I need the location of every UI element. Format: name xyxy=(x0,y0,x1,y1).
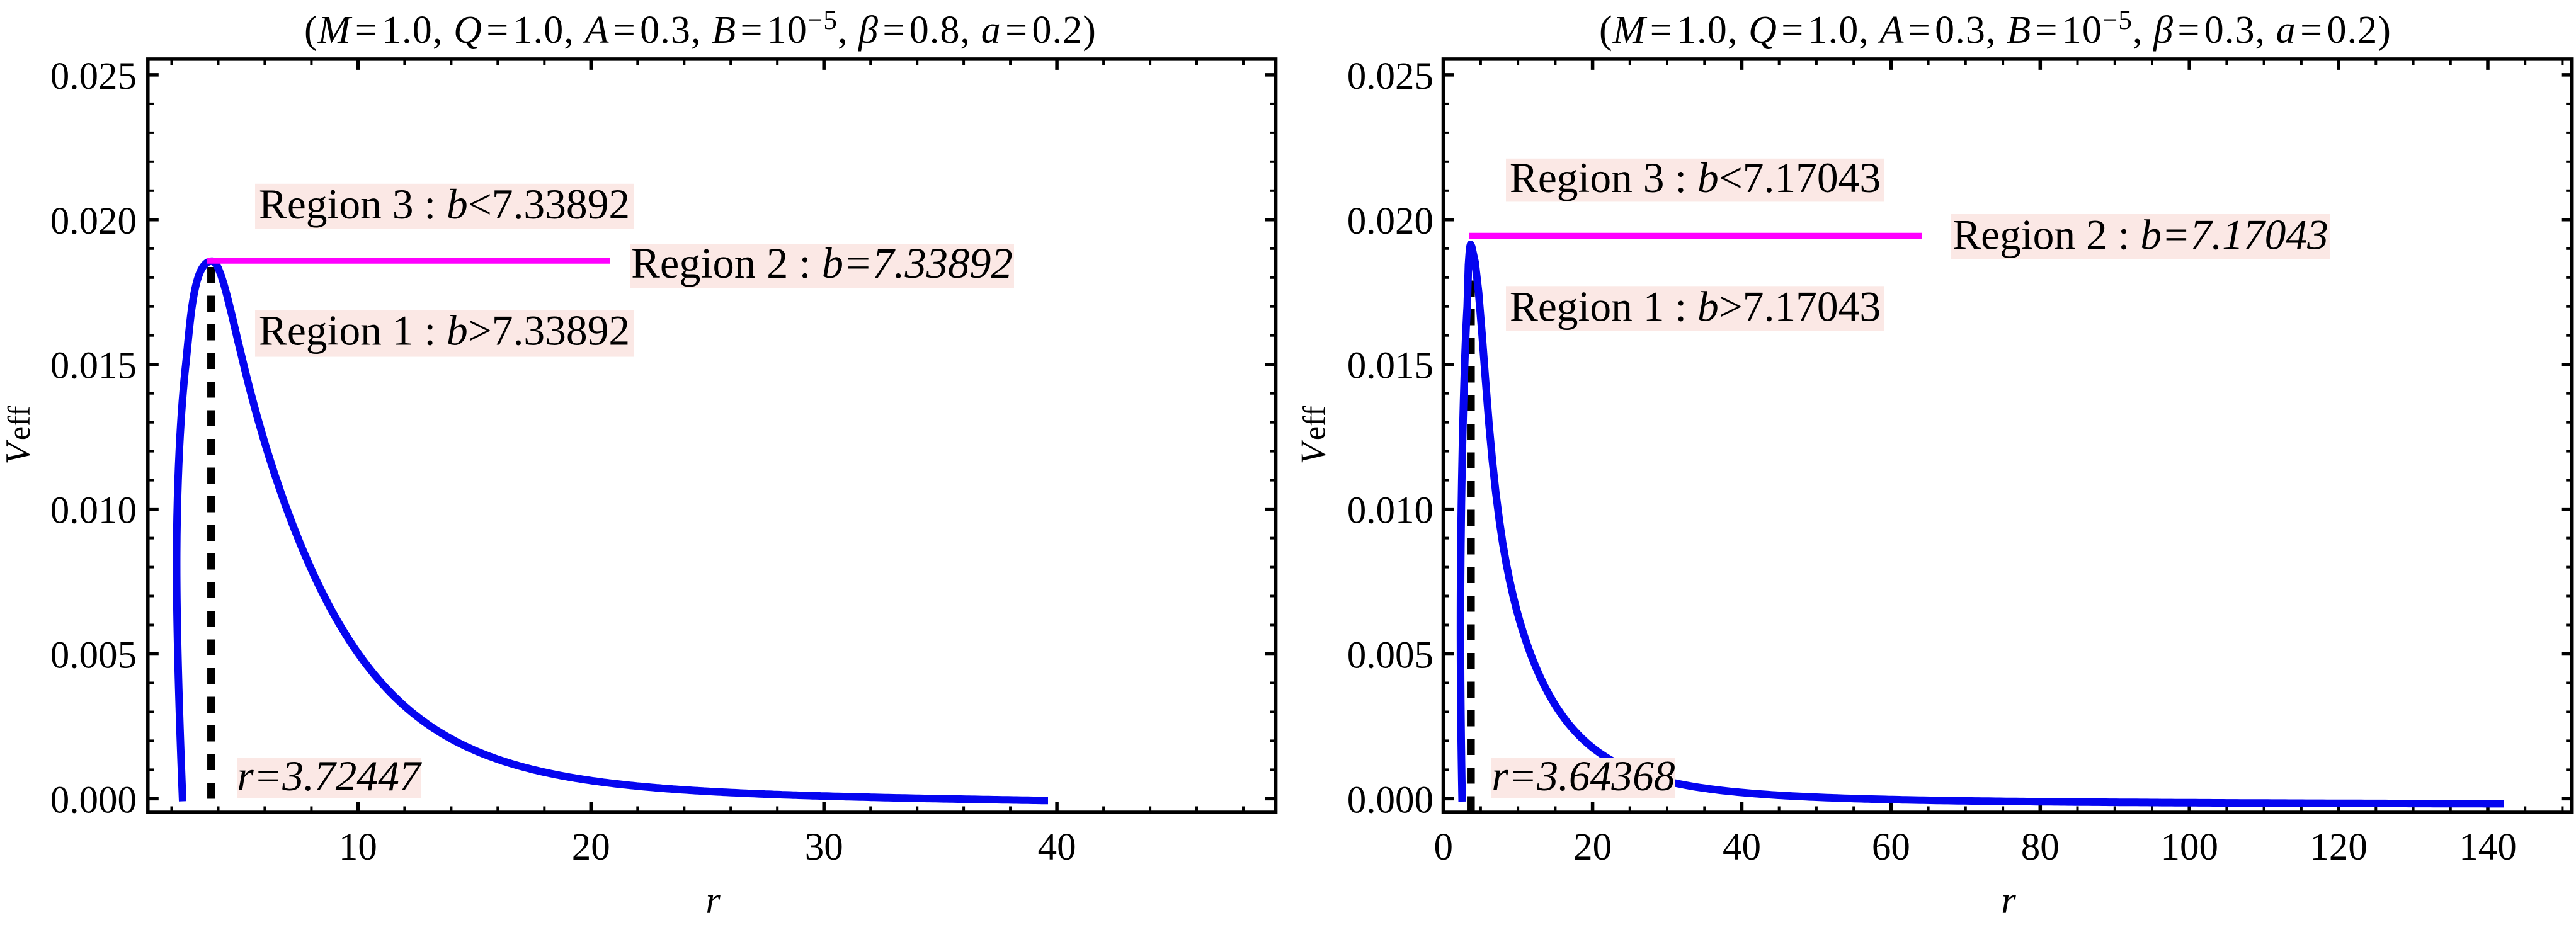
svg-text:0.015: 0.015 xyxy=(50,345,137,387)
svg-text:0.025: 0.025 xyxy=(1347,55,1433,98)
svg-text:V eff: V eff xyxy=(1294,406,1333,464)
svg-text:0.020: 0.020 xyxy=(1347,200,1433,242)
svg-text:0.025: 0.025 xyxy=(50,55,137,98)
svg-text:0.005: 0.005 xyxy=(1347,635,1433,677)
svg-text:80: 80 xyxy=(2021,826,2060,868)
svg-text:0.005: 0.005 xyxy=(50,635,137,677)
svg-text:60: 60 xyxy=(1872,826,1910,868)
svg-text:10: 10 xyxy=(339,826,377,868)
svg-text:Region 2 : b=7.17043: Region 2 : b=7.17043 xyxy=(1952,212,2328,259)
svg-text:Region 3 : b<7.33892: Region 3 : b<7.33892 xyxy=(259,181,630,228)
svg-text:0.010: 0.010 xyxy=(1347,490,1433,532)
svg-text:0.000: 0.000 xyxy=(1347,779,1433,821)
svg-text:100: 100 xyxy=(2160,826,2218,868)
svg-text:120: 120 xyxy=(2310,826,2368,868)
svg-text:40: 40 xyxy=(1038,826,1076,868)
svg-text:0.015: 0.015 xyxy=(1347,345,1433,387)
svg-text:0.000: 0.000 xyxy=(50,779,137,821)
svg-text:40: 40 xyxy=(1723,826,1761,868)
svg-text:r=3.72447: r=3.72447 xyxy=(237,752,422,800)
svg-text:Region 1 : b>7.33892: Region 1 : b>7.33892 xyxy=(259,307,630,355)
svg-text:Region 3 : b<7.17043: Region 3 : b<7.17043 xyxy=(1510,154,1881,201)
svg-text:Region 1 : b>7.17043: Region 1 : b>7.17043 xyxy=(1510,283,1881,331)
svg-text:r=3.64368: r=3.64368 xyxy=(1491,752,1675,800)
svg-text:20: 20 xyxy=(1573,826,1612,868)
svg-text:r: r xyxy=(2001,880,2016,921)
svg-text:140: 140 xyxy=(2459,826,2517,868)
svg-text:0: 0 xyxy=(1433,826,1453,868)
svg-text:(M = 1.0, Q = 1.0, A = 0.3, B: (M = 1.0, Q = 1.0, A = 0.3, B = 10−5, β … xyxy=(1599,6,2391,52)
svg-text:r: r xyxy=(705,880,721,921)
svg-text:30: 30 xyxy=(805,826,843,868)
svg-text:Region 2 : b=7.33892: Region 2 : b=7.33892 xyxy=(631,239,1013,287)
svg-text:0.010: 0.010 xyxy=(50,490,137,532)
svg-text:V eff: V eff xyxy=(0,406,38,464)
svg-text:(M = 1.0, Q = 1.0, A = 0.3, B: (M = 1.0, Q = 1.0, A = 0.3, B = 10−5, β … xyxy=(304,6,1097,52)
svg-text:0.020: 0.020 xyxy=(50,200,137,242)
svg-text:20: 20 xyxy=(572,826,610,868)
